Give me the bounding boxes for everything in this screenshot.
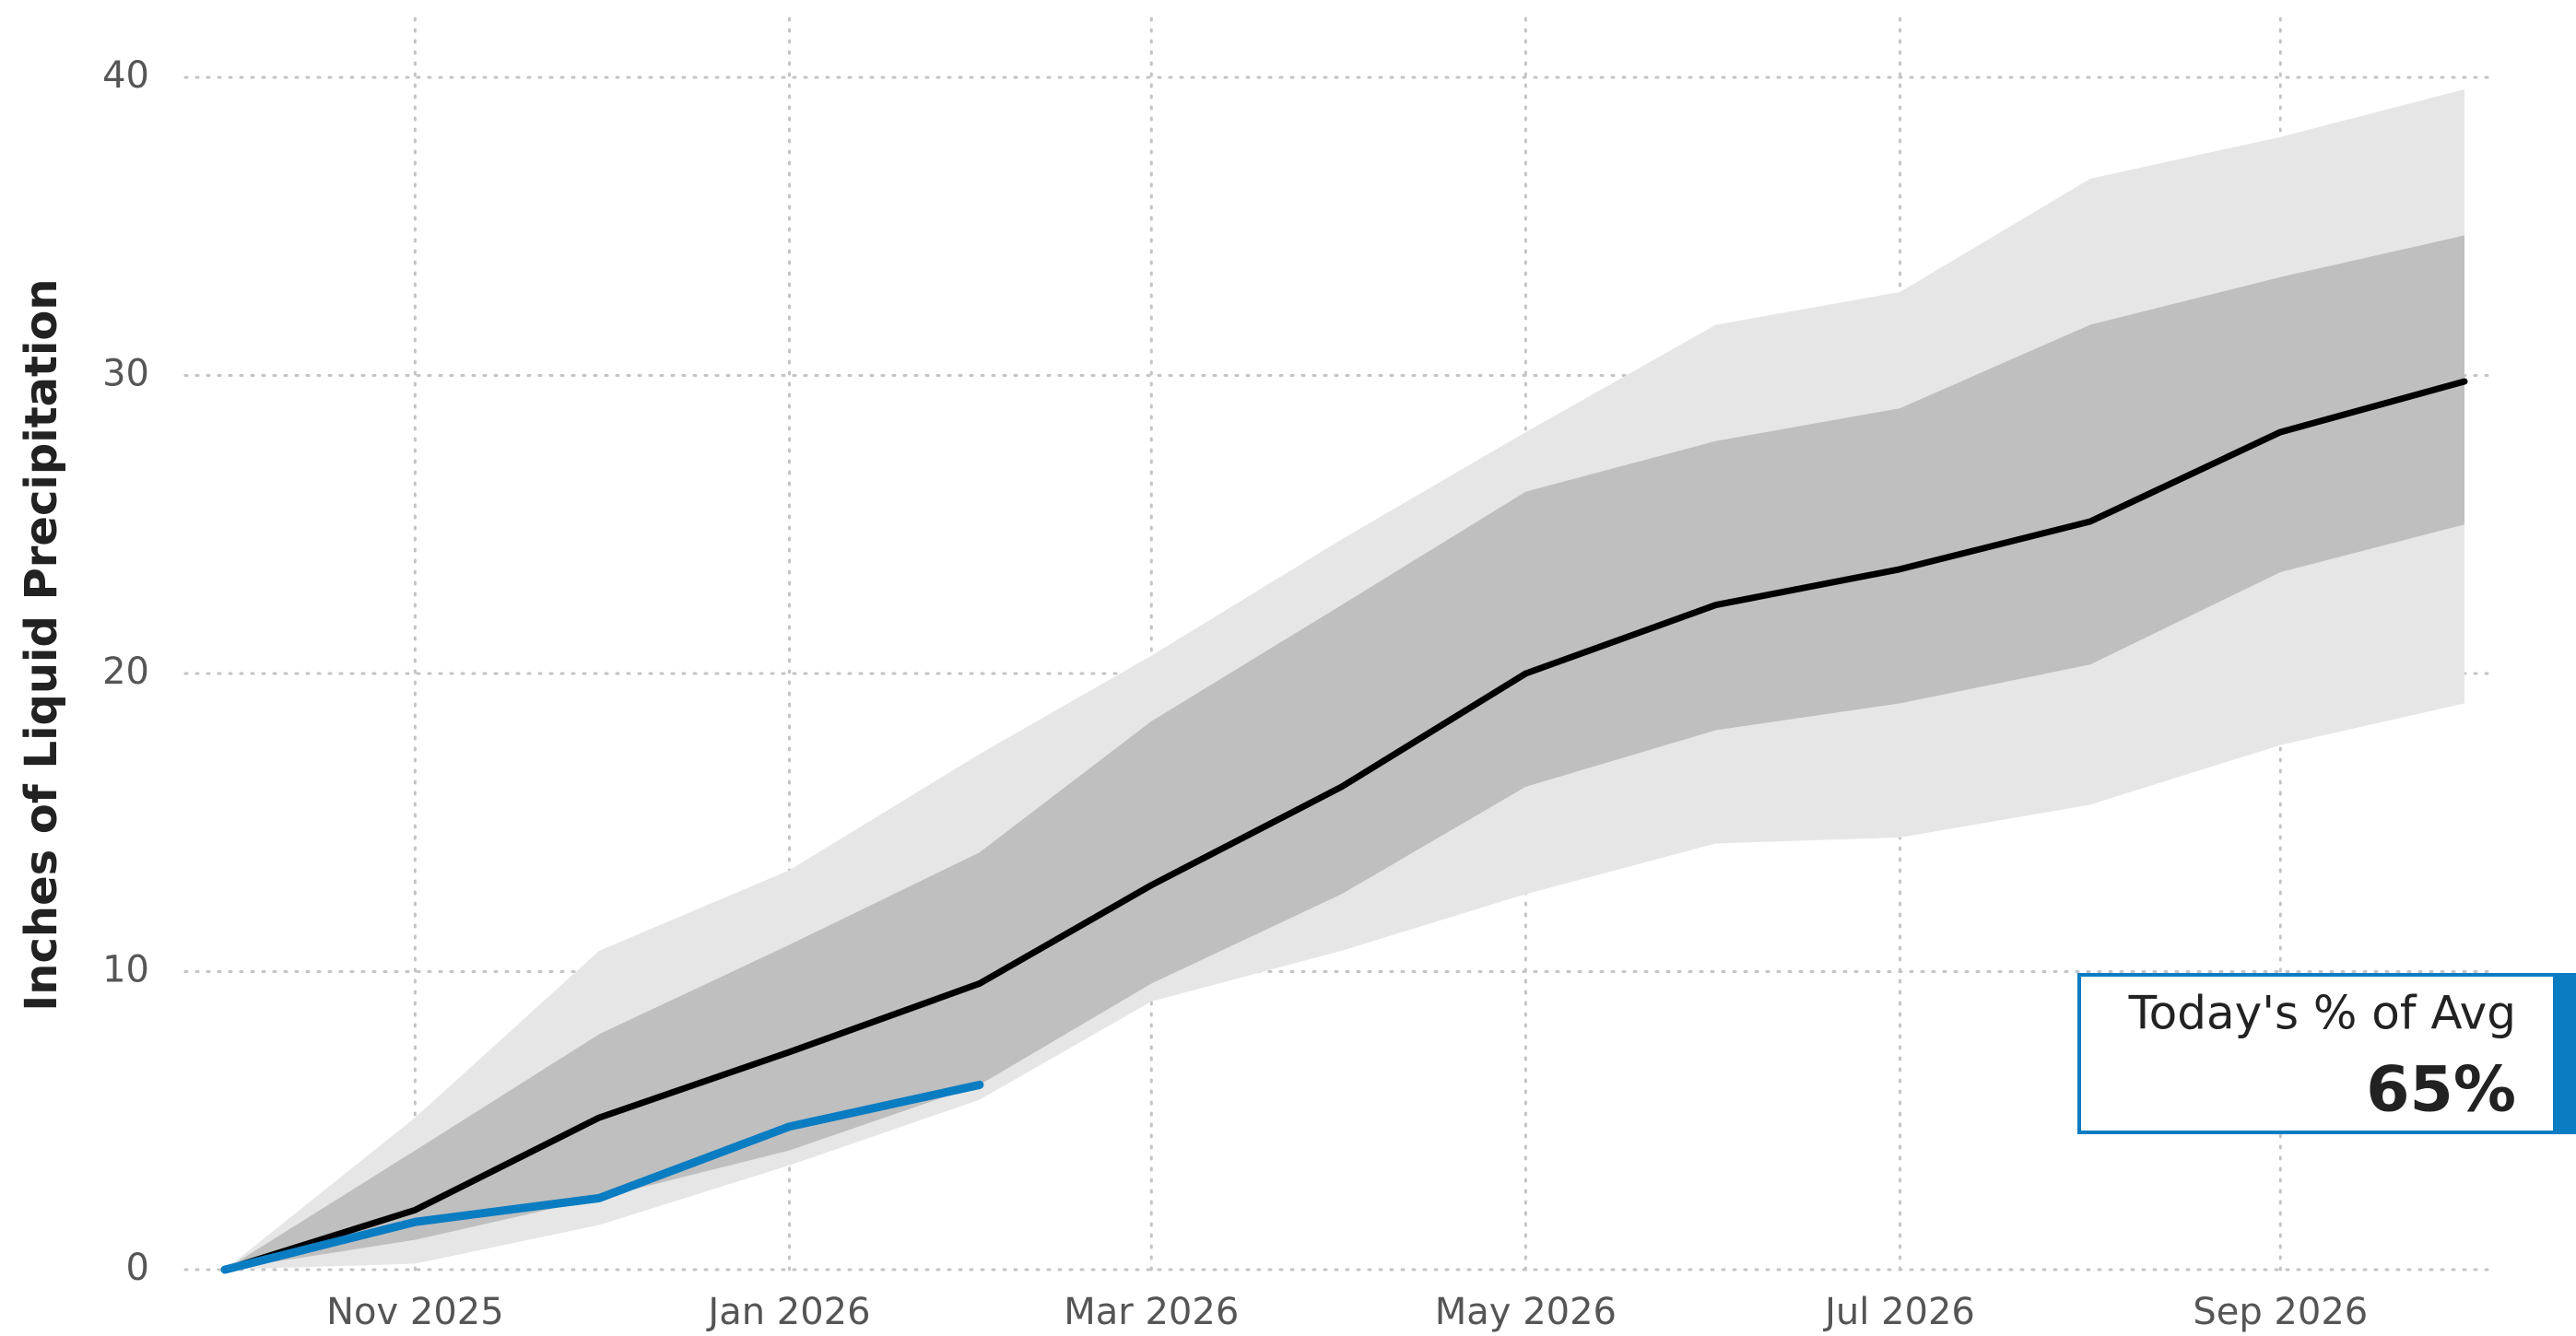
x-tick-label: Nov 2025 — [326, 1291, 504, 1333]
stat-box — [2077, 973, 2568, 1134]
y-axis-title: Inches of Liquid Precipitation — [16, 278, 67, 1011]
stat-accent — [2553, 973, 2576, 1134]
stat-value: 65% — [2366, 1054, 2516, 1127]
x-tick-label: Jul 2026 — [1822, 1291, 1975, 1333]
y-tick-label: 20 — [102, 650, 149, 693]
y-tick-label: 0 — [126, 1247, 149, 1289]
stat-label: Today's % of Avg — [2128, 987, 2516, 1040]
y-tick-label: 10 — [102, 949, 149, 991]
y-tick-label: 30 — [102, 353, 149, 395]
x-tick-label: Jan 2026 — [705, 1291, 870, 1333]
range-band — [225, 235, 2464, 1271]
series-line — [221, 378, 2468, 1273]
y-tick-label: 40 — [102, 54, 149, 97]
x-tick-label: May 2026 — [1435, 1291, 1617, 1333]
series-line — [220, 1080, 984, 1274]
x-tick-label: Mar 2026 — [1064, 1291, 1239, 1333]
x-tick-label: Sep 2026 — [2193, 1291, 2368, 1333]
